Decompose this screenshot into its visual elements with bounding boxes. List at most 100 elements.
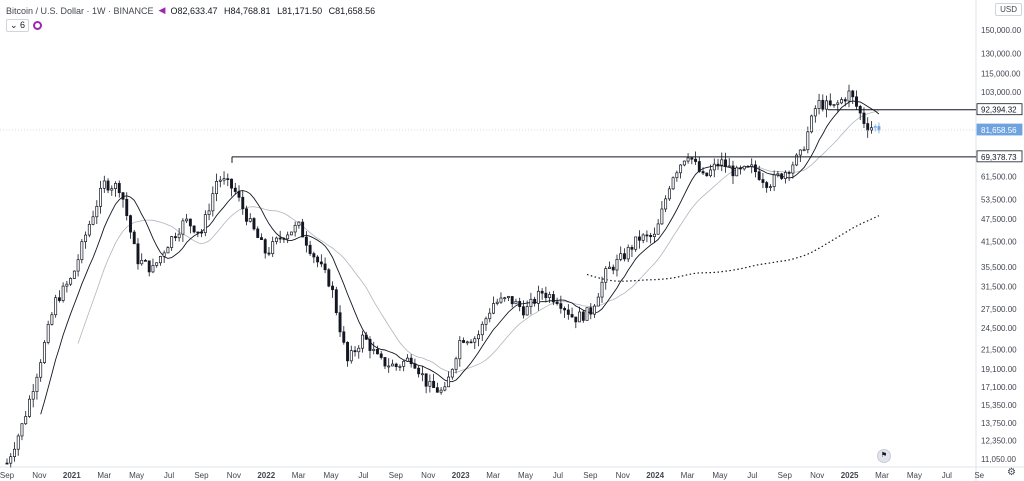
candle-body[interactable] xyxy=(61,285,65,301)
candle-body[interactable] xyxy=(334,289,338,314)
candle-body[interactable] xyxy=(241,196,245,210)
candle-body[interactable] xyxy=(20,423,24,437)
candle-body[interactable] xyxy=(821,99,825,110)
candle-body[interactable] xyxy=(69,278,73,285)
candle-body[interactable] xyxy=(813,108,817,117)
candle-body[interactable] xyxy=(84,234,88,243)
candle-body[interactable] xyxy=(593,305,596,315)
candle-body[interactable] xyxy=(260,237,263,240)
candle-body[interactable] xyxy=(158,256,162,264)
candle-body[interactable] xyxy=(106,180,110,191)
candle-body[interactable] xyxy=(604,268,608,283)
candle-body[interactable] xyxy=(623,253,626,260)
candle-body[interactable] xyxy=(177,233,181,239)
candle-body[interactable] xyxy=(218,179,222,182)
candle-body[interactable] xyxy=(196,231,200,234)
candle-body[interactable] xyxy=(525,306,529,316)
candle-body[interactable] xyxy=(581,311,585,321)
candle-body[interactable] xyxy=(836,102,840,105)
candle-body[interactable] xyxy=(267,252,271,255)
candle-body[interactable] xyxy=(237,191,241,198)
candle-body[interactable] xyxy=(87,223,91,236)
candle-body[interactable] xyxy=(327,269,331,287)
candle-body[interactable] xyxy=(641,234,645,241)
candle-body[interactable] xyxy=(129,215,132,233)
candle-body[interactable] xyxy=(619,253,623,260)
candle-body[interactable] xyxy=(817,99,821,109)
candle-body[interactable] xyxy=(274,237,278,242)
settings-gear-icon[interactable]: ⚙ xyxy=(1007,467,1016,478)
indicator-settings-icon[interactable] xyxy=(33,21,43,30)
candle-body[interactable] xyxy=(667,188,671,200)
candle-body[interactable] xyxy=(877,126,881,131)
candle-body[interactable] xyxy=(690,157,694,160)
level-high-label-box[interactable] xyxy=(976,103,1023,116)
candle-body[interactable] xyxy=(50,314,54,325)
candle-body[interactable] xyxy=(626,247,630,260)
candle-body[interactable] xyxy=(289,231,293,236)
candle-body[interactable] xyxy=(615,259,619,271)
candle-body[interactable] xyxy=(495,301,499,304)
candle-body[interactable] xyxy=(301,221,305,238)
candle-body[interactable] xyxy=(656,223,660,235)
candle-body[interactable] xyxy=(39,362,43,378)
candle-body[interactable] xyxy=(331,285,335,291)
candle-body[interactable] xyxy=(589,307,593,315)
indicator-toggle[interactable]: ⌄ 6 xyxy=(6,19,30,32)
candle-body[interactable] xyxy=(121,192,125,200)
candle-body[interactable] xyxy=(585,307,589,321)
candle-body[interactable] xyxy=(28,398,31,417)
candle-body[interactable] xyxy=(286,234,290,240)
candle-body[interactable] xyxy=(80,241,84,261)
candle-body[interactable] xyxy=(211,193,215,212)
candle-body[interactable] xyxy=(420,373,424,376)
candle-body[interactable] xyxy=(559,303,563,309)
candle-body[interactable] xyxy=(469,341,473,344)
candle-body[interactable] xyxy=(215,181,219,195)
candle-body[interactable] xyxy=(510,296,514,305)
candle-body[interactable] xyxy=(499,297,503,303)
candle-body[interactable] xyxy=(439,389,443,393)
candle-body[interactable] xyxy=(16,435,20,450)
candle-body[interactable] xyxy=(701,171,705,174)
candle-body[interactable] xyxy=(574,316,578,323)
candle-body[interactable] xyxy=(424,373,428,387)
candle-body[interactable] xyxy=(772,174,776,187)
candle-body[interactable] xyxy=(679,164,683,174)
candle-body[interactable] xyxy=(458,340,462,360)
candle-body[interactable] xyxy=(435,387,439,393)
symbol-title[interactable]: Bitcoin / U.S. Dollar · 1W · BINANCE xyxy=(6,5,154,16)
candle-body[interactable] xyxy=(709,169,712,177)
candle-body[interactable] xyxy=(140,260,144,265)
candle-body[interactable] xyxy=(664,198,668,210)
candle-body[interactable] xyxy=(454,358,458,370)
candle-body[interactable] xyxy=(705,172,709,177)
share-icon[interactable]: ◀ xyxy=(158,5,166,15)
candle-body[interactable] xyxy=(596,296,600,307)
candle-body[interactable] xyxy=(473,338,477,343)
candle-body[interactable] xyxy=(72,270,76,279)
candle-body[interactable] xyxy=(405,357,409,362)
candle-body[interactable] xyxy=(551,294,555,303)
candle-body[interactable] xyxy=(368,338,372,351)
candle-body[interactable] xyxy=(570,314,574,318)
candle-body[interactable] xyxy=(166,247,170,254)
candle-body[interactable] xyxy=(308,244,312,254)
candle-body[interactable] xyxy=(761,179,765,183)
candle-body[interactable] xyxy=(611,266,615,271)
candle-body[interactable] xyxy=(563,308,567,311)
candle-body[interactable] xyxy=(200,231,204,234)
candle-body[interactable] xyxy=(484,318,488,325)
candle-body[interactable] xyxy=(207,210,211,215)
candle-body[interactable] xyxy=(114,183,117,189)
candle-body[interactable] xyxy=(95,205,99,218)
candle-body[interactable] xyxy=(750,164,754,167)
candle-body[interactable] xyxy=(54,297,58,316)
candle-body[interactable] xyxy=(548,294,552,299)
candle-body[interactable] xyxy=(866,123,870,131)
candle-body[interactable] xyxy=(304,236,308,246)
candle-body[interactable] xyxy=(847,90,851,102)
candle-body[interactable] xyxy=(477,334,480,340)
candle-body[interactable] xyxy=(338,312,342,333)
